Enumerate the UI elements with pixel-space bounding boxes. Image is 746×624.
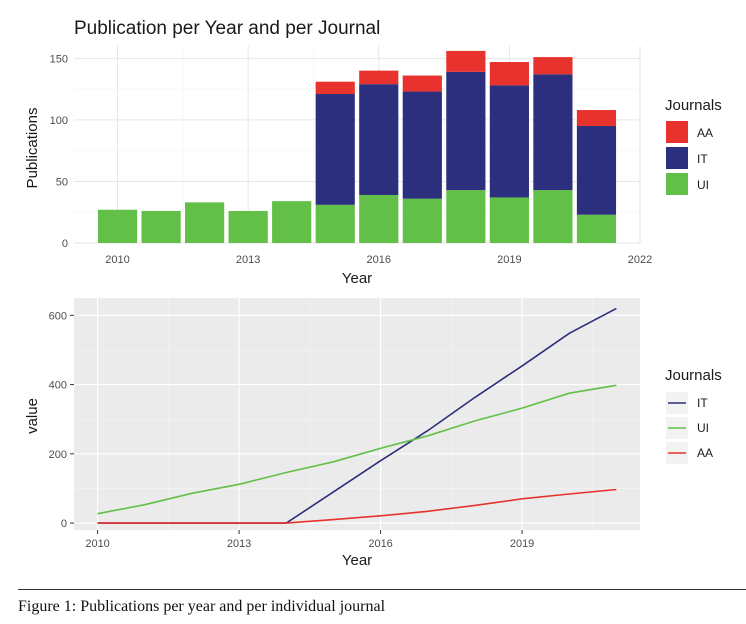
legend-title: Journals — [665, 97, 722, 114]
bar-ui — [228, 210, 268, 243]
bar-ui — [533, 190, 573, 243]
bar-ui — [185, 202, 225, 243]
bar-aa — [315, 81, 355, 95]
y-tick-label: 150 — [50, 53, 68, 65]
series-lines — [97, 307, 617, 524]
bar-ui — [402, 198, 442, 243]
bar-ui — [359, 194, 399, 243]
x-axis-title: Year — [342, 552, 372, 569]
y-tick-label: 0 — [62, 238, 68, 250]
y-tick-label: 200 — [49, 449, 67, 461]
bar-it — [446, 71, 486, 191]
bar-aa — [489, 62, 529, 86]
y-tick-label: 400 — [49, 380, 67, 392]
legend-label: AA — [697, 446, 713, 460]
legend-label: IT — [697, 152, 708, 166]
bar-ui — [576, 214, 617, 243]
bar-it — [533, 74, 573, 191]
bar-aa — [359, 70, 399, 85]
x-tick-labels: 2010 2013 2016 2019 — [85, 530, 534, 550]
bar-ui — [272, 201, 312, 243]
x-tick-label: 2016 — [368, 538, 392, 550]
legend: Journals AA IT UI — [665, 97, 722, 195]
y-tick-label: 0 — [61, 518, 67, 530]
x-tick-label: 2019 — [497, 254, 521, 266]
legend-key-it — [666, 147, 688, 169]
bar-ui — [97, 209, 138, 243]
caption-divider — [18, 589, 746, 590]
legend-label: UI — [697, 421, 709, 435]
bar-it — [402, 91, 442, 199]
y-axis-title: Publications — [24, 108, 41, 189]
bar-aa — [446, 50, 486, 72]
bars — [97, 50, 617, 243]
bar-ui — [141, 210, 181, 243]
bar-ui — [315, 204, 355, 243]
legend-title: Journals — [665, 367, 722, 384]
x-tick-label: 2016 — [367, 254, 391, 266]
y-tick-label: 50 — [56, 176, 68, 188]
chart-title: Publication per Year and per Journal — [74, 18, 380, 39]
y-tick-label: 100 — [50, 115, 68, 127]
series-line-aa — [97, 488, 617, 524]
bar-it — [489, 85, 529, 198]
x-axis-title: Year — [342, 270, 372, 287]
legend-label: AA — [697, 126, 713, 140]
bar-it — [359, 84, 399, 195]
bar-it — [315, 94, 355, 205]
bar-aa — [533, 57, 573, 75]
x-tick-label: 2010 — [85, 538, 109, 550]
y-tick-labels: 0 50 100 150 — [50, 53, 68, 250]
legend-key-ui — [666, 173, 688, 195]
y-axis-title: value — [24, 398, 41, 434]
legend-label: UI — [697, 178, 709, 192]
figure-caption: Figure 1: Publications per year and per … — [18, 598, 386, 615]
x-tick-label: 2013 — [227, 538, 251, 550]
line-chart: 2010 2013 2016 2019 0 200 400 600 Year value J… — [24, 298, 722, 569]
x-tick-label: 2013 — [236, 254, 260, 266]
bar-ui — [489, 197, 529, 243]
legend-key-aa — [666, 121, 688, 143]
legend: Journals IT UI AA — [665, 367, 722, 464]
stacked-bar-chart: Publication per Year and per Journal 201… — [24, 18, 722, 287]
x-tick-label: 2010 — [105, 254, 129, 266]
y-tick-label: 600 — [49, 310, 67, 322]
series-line-ui — [97, 384, 617, 515]
bar-aa — [402, 75, 442, 92]
bar-ui — [446, 190, 486, 243]
bar-aa — [576, 110, 617, 127]
legend-label: IT — [697, 396, 708, 410]
x-tick-label: 2019 — [510, 538, 534, 550]
x-tick-labels: 2010 2013 2016 2019 2022 — [105, 254, 652, 266]
bar-it — [576, 126, 617, 215]
y-tick-labels: 0 200 400 600 — [49, 310, 74, 530]
x-tick-label: 2022 — [628, 254, 652, 266]
